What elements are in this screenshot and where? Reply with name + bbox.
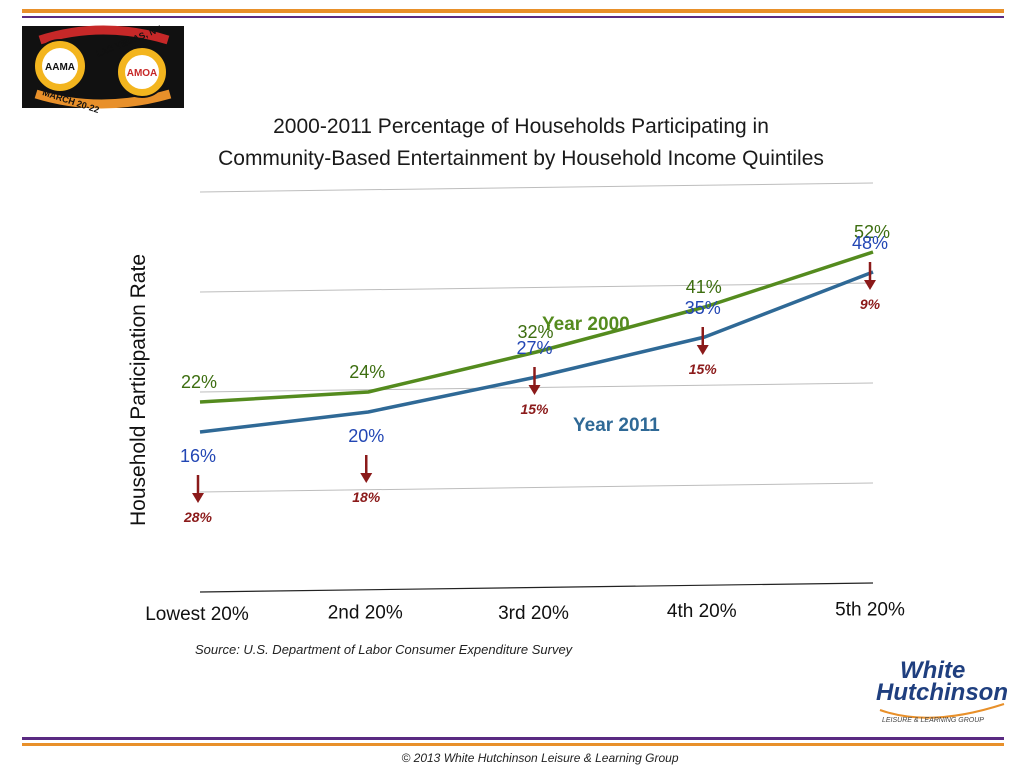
- data-label-2000: 52%: [854, 222, 890, 242]
- event-logo: AAMA AMOA LAS VEGAS, NV MARCH 20-22: [22, 24, 184, 115]
- data-label-2000: 41%: [686, 277, 722, 297]
- gridline: [199, 482, 874, 493]
- data-label-2011: 35%: [685, 298, 721, 318]
- data-label-2011: 27%: [516, 338, 552, 358]
- gridlines: [199, 182, 874, 593]
- brand-line-2: Hutchinson: [876, 679, 1008, 706]
- data-labels: 22% 24% 32% 41% 52% 16% 28% 20% 18% 27% 15% 35% 15% 4…: [180, 222, 890, 525]
- decline-percent: 15%: [689, 361, 718, 377]
- decline-arrow-head: [528, 385, 541, 395]
- logo-right-badge: AMOA: [127, 68, 158, 79]
- chart-title-line-2: Community-Based Entertainment by Househo…: [218, 147, 824, 170]
- copyright: © 2013 White Hutchinson Leisure & Learni…: [401, 751, 678, 765]
- chart-title-line-1: 2000-2011 Percentage of Households Parti…: [273, 115, 769, 138]
- gridline: [199, 182, 874, 193]
- decline-percent: 15%: [520, 401, 549, 417]
- data-label-2011: 16%: [180, 446, 216, 466]
- source-note: Source: U.S. Department of Labor Consume…: [195, 642, 574, 657]
- top-rule-orange: [22, 9, 1004, 13]
- series-lines: [199, 250, 874, 434]
- decline-arrow-head: [360, 473, 373, 483]
- x-tick-label: 3rd 20%: [498, 603, 569, 624]
- y-axis-label: Household Participation Rate: [127, 254, 150, 526]
- logo-left-badge: AAMA: [45, 62, 75, 73]
- brand-logo: White Hutchinson LEISURE & LEARNING GROU…: [876, 657, 1008, 724]
- data-label-2000: 24%: [349, 362, 385, 382]
- bottom-rule-orange: [22, 743, 1004, 746]
- series-line-year-2011: [199, 270, 874, 434]
- x-tick-label: 5th 20%: [835, 600, 905, 621]
- x-tick-label: 4th 20%: [667, 601, 737, 622]
- data-label-2011: 20%: [348, 426, 384, 446]
- x-axis-tick-labels: Lowest 20% 2nd 20% 3rd 20% 4th 20% 5th 20%: [145, 600, 905, 625]
- data-label-2000: 22%: [181, 372, 217, 392]
- top-rule-purple: [22, 16, 1004, 18]
- decline-percent: 9%: [860, 296, 881, 312]
- decline-arrow-head: [696, 345, 709, 355]
- x-tick-label: 2nd 20%: [328, 602, 403, 623]
- data-label-2011: 48%: [852, 233, 888, 253]
- series-name-2000: Year 2000: [542, 314, 630, 335]
- brand-line-1: White: [900, 657, 965, 684]
- decline-percent: 28%: [183, 509, 213, 525]
- gridline: [199, 282, 874, 293]
- decline-arrow-head: [192, 493, 204, 503]
- x-axis-baseline: [199, 582, 874, 593]
- decline-percent: 18%: [352, 489, 381, 505]
- series-name-2011: Year 2011: [573, 415, 660, 436]
- series-line-year-2000: [199, 250, 874, 404]
- x-tick-label: Lowest 20%: [145, 604, 249, 625]
- bottom-rule-purple: [22, 737, 1004, 740]
- data-label-2000: 32%: [517, 322, 553, 342]
- brand-tagline: LEISURE & LEARNING GROUP: [882, 717, 984, 724]
- decline-arrow-head: [864, 280, 876, 290]
